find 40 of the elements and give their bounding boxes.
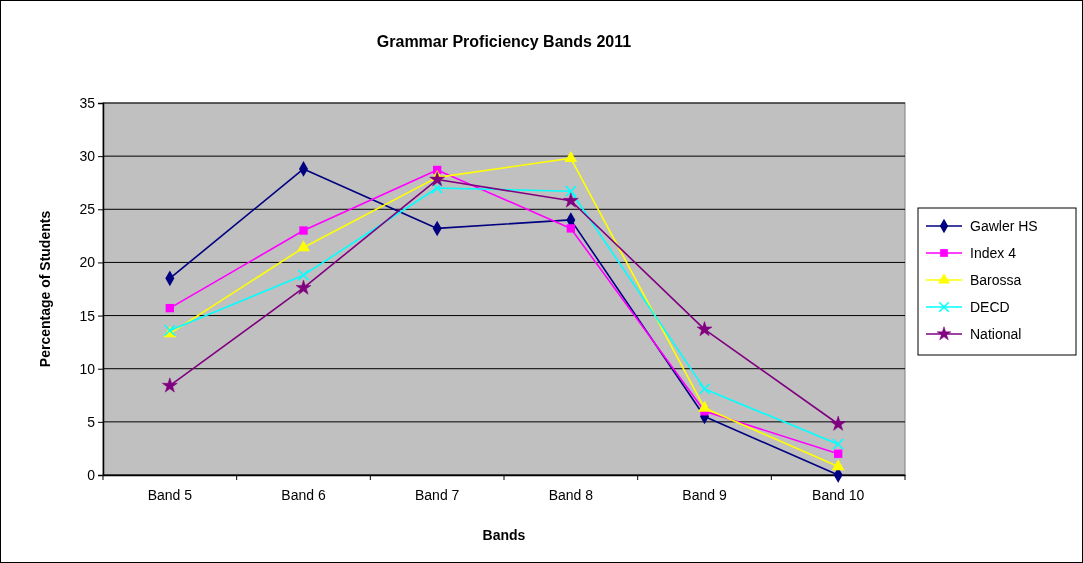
legend-label: Gawler HS — [970, 218, 1038, 234]
point — [696, 321, 713, 337]
legend-label: National — [970, 326, 1022, 342]
chart-title: Grammar Proficiency Bands 2011 — [376, 33, 632, 50]
y-tick-label: 35 — [79, 94, 96, 111]
y-tick-label: 25 — [79, 201, 96, 218]
legend-label: DECD — [970, 299, 1010, 315]
x-tick-label: Band 8 — [548, 487, 594, 504]
y-tick-label: 30 — [79, 148, 96, 165]
point — [297, 240, 310, 252]
x-axis-title: Bands — [482, 527, 526, 543]
point — [299, 226, 308, 235]
point — [566, 224, 576, 233]
y-axis-title: Percentage of Students — [37, 210, 53, 368]
point — [297, 269, 310, 282]
point — [831, 459, 845, 471]
x-tick-label: Band 6 — [281, 487, 326, 504]
point — [833, 449, 843, 458]
point — [830, 415, 846, 431]
x-tick-label: Band 5 — [147, 487, 193, 504]
legend-label: Barossa — [970, 272, 1022, 288]
point — [429, 171, 445, 187]
point — [698, 383, 711, 395]
point — [165, 303, 175, 313]
y-tick-label: 0 — [87, 466, 96, 483]
y-tick-label: 15 — [79, 307, 96, 324]
point — [295, 279, 312, 295]
x-tick-label: Band 9 — [682, 487, 727, 504]
y-tick-label: 10 — [79, 360, 96, 377]
y-tick-label: 20 — [79, 254, 96, 271]
legend-label: Index 4 — [970, 245, 1017, 261]
point — [832, 438, 845, 451]
x-tick-label: Band 7 — [414, 487, 460, 504]
x-tick-label: Band 10 — [812, 487, 865, 504]
y-tick-label: 5 — [87, 413, 96, 430]
point — [564, 185, 577, 198]
point — [698, 400, 711, 412]
point — [162, 377, 178, 393]
point — [431, 182, 444, 194]
point — [563, 192, 579, 208]
